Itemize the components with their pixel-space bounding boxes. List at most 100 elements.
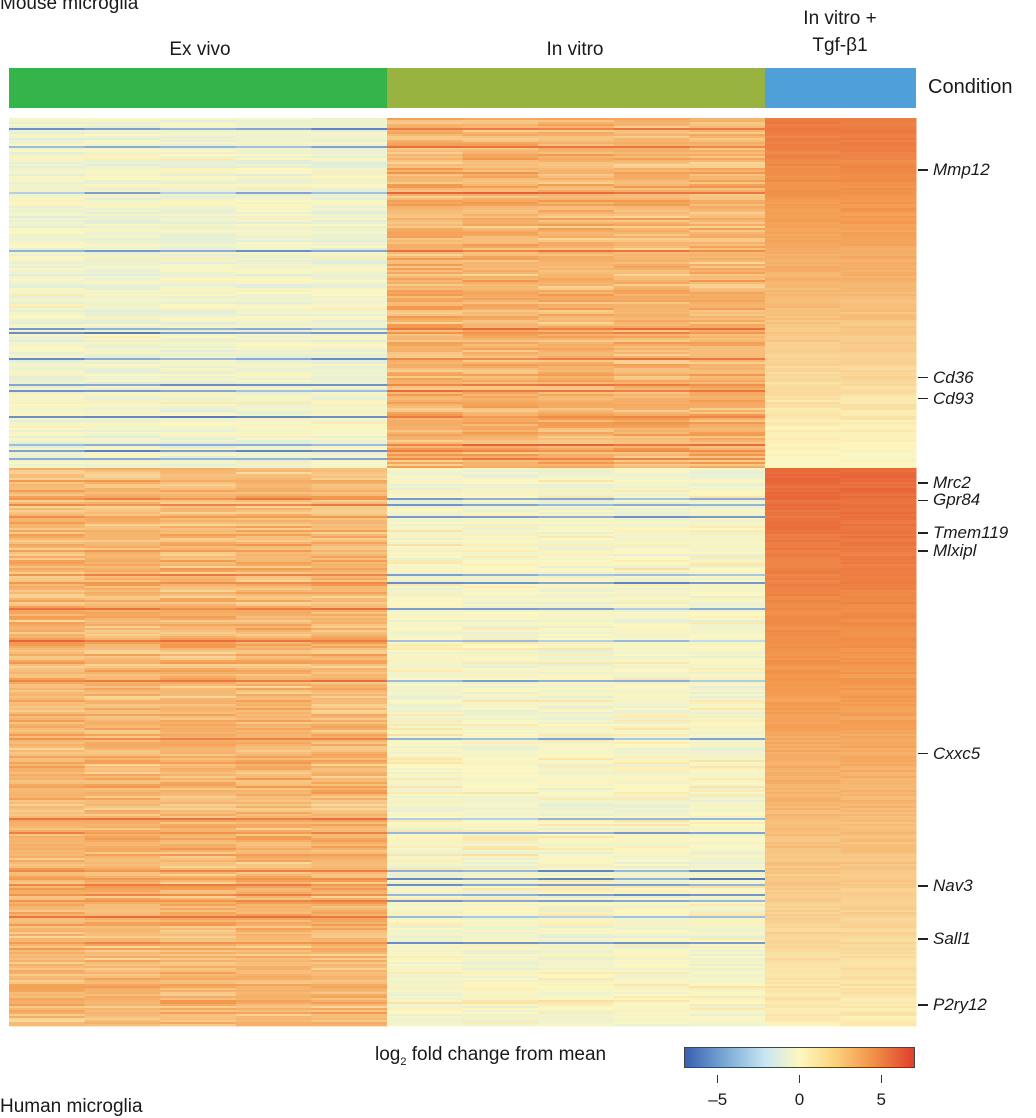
heatmap-cell (235, 666, 312, 669)
heatmap-cell (160, 378, 237, 381)
heatmap-cell (765, 406, 841, 409)
heatmap-cell (765, 348, 841, 351)
heatmap-cell (689, 612, 766, 615)
heatmap-cell (538, 538, 615, 541)
heatmap-cell (689, 524, 766, 527)
heatmap-cell (235, 608, 312, 611)
heatmap-cell (765, 530, 841, 533)
heatmap-cell (9, 768, 86, 771)
heatmap-cell (613, 796, 690, 799)
heatmap-cell (840, 796, 917, 799)
heatmap-cell (235, 656, 312, 659)
heatmap-cell (311, 834, 388, 837)
heatmap-cell (387, 152, 464, 155)
heatmap-cell (9, 194, 86, 197)
heatmap-cell (235, 542, 312, 545)
heatmap-cell (9, 786, 86, 789)
heatmap-cell (840, 658, 917, 661)
heatmap-cell (84, 320, 161, 323)
heatmap-cell (538, 780, 615, 783)
heatmap-cell (462, 272, 539, 275)
heatmap-cell (840, 526, 917, 529)
heatmap-cell (689, 536, 766, 539)
heatmap-cell (160, 686, 237, 689)
heatmap-cell (9, 758, 86, 761)
heatmap-cell (538, 244, 615, 247)
heatmap-cell (462, 818, 539, 821)
heatmap-cell (84, 700, 161, 703)
heatmap-cell (160, 836, 237, 839)
heatmap-cell (9, 722, 86, 725)
heatmap-cell (235, 550, 312, 553)
heatmap-cell (689, 668, 766, 671)
heatmap-cell (84, 306, 161, 309)
heatmap-cell (765, 514, 841, 517)
heatmap-cell (160, 860, 237, 863)
heatmap-cell (9, 830, 86, 833)
heatmap-cell (311, 700, 388, 703)
heatmap-cell (462, 150, 539, 153)
heatmap-cell (311, 602, 388, 605)
heatmap-cell (311, 698, 388, 701)
heatmap-cell (387, 120, 464, 123)
heatmap-cell (160, 716, 237, 719)
heatmap-cell (462, 184, 539, 187)
heatmap-cell (538, 484, 615, 487)
heatmap-cell (840, 348, 917, 351)
heatmap-cell (9, 790, 86, 793)
heatmap-cell (538, 274, 615, 277)
heatmap-cell (462, 398, 539, 401)
heatmap-cell (387, 380, 464, 383)
heatmap-cell (462, 266, 539, 269)
heatmap-cell (160, 668, 237, 671)
heatmap-cell (84, 784, 161, 787)
heatmap-cell (613, 342, 690, 345)
heatmap-cell (160, 580, 237, 583)
heatmap-cell (160, 702, 237, 705)
heatmap-cell (538, 886, 615, 889)
heatmap-cell (9, 304, 86, 307)
heatmap-cell (462, 868, 539, 871)
heatmap-cell (235, 830, 312, 833)
heatmap-cell (538, 726, 615, 729)
heatmap-cell (840, 630, 917, 633)
heatmap-cell (84, 550, 161, 553)
heatmap-cell (387, 540, 464, 543)
heatmap-cell (311, 402, 388, 405)
heatmap-cell (9, 226, 86, 229)
heatmap-cell (462, 926, 539, 929)
heatmap-cell (538, 370, 615, 373)
heatmap-cell (613, 806, 690, 809)
heatmap-cell (84, 482, 161, 485)
heatmap-cell (765, 700, 841, 703)
heatmap-cell (311, 260, 388, 263)
heatmap-cell (613, 648, 690, 651)
heatmap-cell (840, 592, 917, 595)
heatmap-cell (9, 638, 86, 641)
heatmap-cell (689, 694, 766, 697)
heatmap-cell (84, 874, 161, 877)
heatmap-cell (311, 596, 388, 599)
heatmap-cell (9, 150, 86, 153)
heatmap-cell (9, 382, 86, 385)
heatmap-cell (235, 400, 312, 403)
heatmap-cell (235, 132, 312, 135)
heatmap-cell (613, 538, 690, 541)
heatmap-cell (84, 480, 161, 483)
heatmap-cell (613, 350, 690, 353)
heatmap-cell (613, 664, 690, 667)
heatmap-cell (387, 818, 464, 821)
heatmap-cell (538, 744, 615, 747)
heatmap-cell (689, 654, 766, 657)
heatmap-cell (160, 372, 237, 375)
heatmap-cell (311, 486, 388, 489)
heatmap-cell (160, 278, 237, 281)
heatmap-cell (840, 732, 917, 735)
heatmap-cell (160, 418, 237, 421)
heatmap-cell (462, 874, 539, 877)
heatmap-cell (765, 526, 841, 529)
heatmap-cell (311, 668, 388, 671)
heatmap-cell (160, 670, 237, 673)
heatmap-cell (689, 546, 766, 549)
heatmap-cell (689, 518, 766, 521)
